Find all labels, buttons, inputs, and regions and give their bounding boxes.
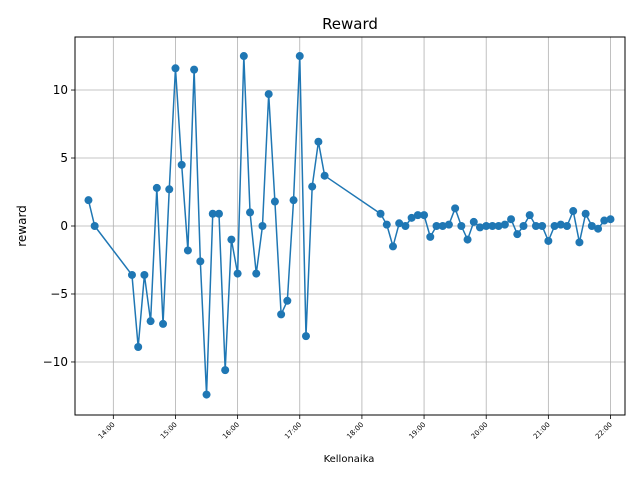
data-point [401,222,410,230]
data-point [295,52,304,61]
data-point [221,366,230,375]
data-point [270,197,279,206]
data-point [469,217,478,226]
y-tick-label: 0 [60,219,68,233]
data-point [507,215,516,224]
grid [75,37,625,415]
data-point [531,222,540,230]
data-point [556,220,565,229]
y-tick-label: −5 [50,287,68,301]
data-point [432,222,441,230]
data-point [500,220,509,229]
data-point [550,222,559,230]
data-point [314,137,323,146]
series-layer [84,52,615,399]
data-point [140,270,149,279]
data-point [90,222,99,230]
data-point [214,209,223,218]
data-point [513,230,522,239]
data-point [581,209,590,218]
data-point [426,232,435,241]
data-point [606,215,615,224]
data-point [525,211,534,220]
data-point [388,242,397,251]
y-axis-label: reward [15,205,29,247]
data-point [413,211,422,220]
x-axis-label: Kellonaika [324,454,375,465]
data-point [451,204,460,213]
data-point [84,196,93,205]
data-point [159,319,168,328]
data-point [600,216,609,225]
data-point [239,52,248,61]
data-point [227,235,236,244]
data-point [475,223,484,232]
data-point [457,222,466,230]
data-point [438,222,447,230]
data-point [544,236,553,245]
data-point [152,183,161,192]
data-point [171,64,180,73]
data-point [202,390,211,399]
data-point [444,220,453,229]
data-point [519,222,528,230]
data-point [134,343,143,352]
data-point [376,209,385,218]
data-point [407,213,416,222]
data-point [246,208,255,217]
data-point [420,211,429,220]
data-point [252,269,261,278]
data-point [208,209,217,218]
data-point [264,90,273,99]
data-point [146,317,155,326]
data-point [562,222,571,230]
data-point [183,246,192,255]
data-point [258,222,267,230]
data-point [277,310,286,319]
data-point [594,224,603,233]
data-point [177,160,186,169]
data-point [575,238,584,247]
data-point [382,220,391,229]
chart-title: Reward [322,15,378,33]
y-axis-ticks: −10 −5 0 5 10 [43,83,75,369]
data-point [301,332,310,341]
data-point [569,207,578,216]
data-point [494,222,503,230]
data-point [488,222,497,230]
data-point [196,257,205,266]
data-point [283,296,292,305]
data-point [165,185,174,194]
y-tick-label: 5 [60,151,68,165]
data-point [538,222,547,230]
data-point [463,235,472,244]
data-point [289,196,298,205]
data-point [190,65,199,74]
data-point [320,171,329,180]
y-tick-label: 10 [53,83,68,97]
data-point [395,219,404,228]
data-point [233,269,242,278]
data-point [127,270,136,279]
data-point [587,222,596,230]
y-tick-label: −10 [43,355,68,369]
data-point [308,182,317,191]
data-point [482,222,491,230]
